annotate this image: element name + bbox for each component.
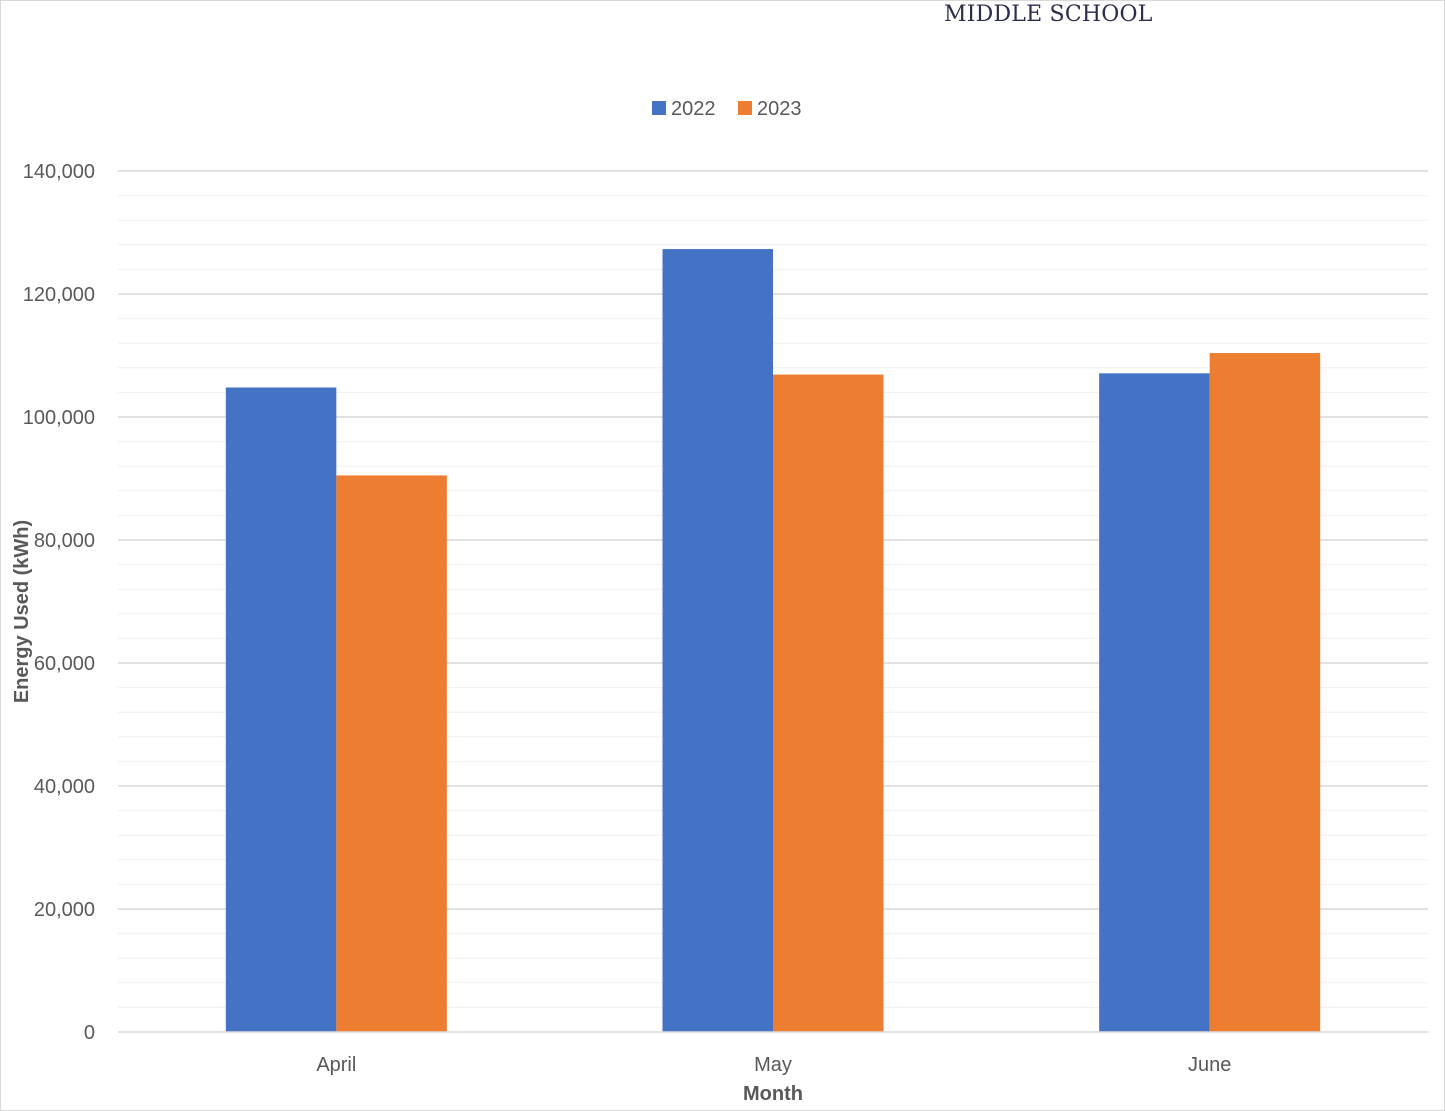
bar-2023-may [773,374,884,1032]
bar-2022-june [1099,373,1210,1033]
y-tick-label: 60,000 [34,653,95,675]
legend-swatch-2023 [738,101,752,115]
y-tick-label: 100,000 [23,407,95,429]
y-tick-label: 80,000 [34,530,95,552]
x-axis-tick-labels: April May June [316,1054,1231,1076]
y-tick-label: 0 [84,1022,95,1044]
bar-2023-june [1209,353,1321,1032]
y-tick-label: 140,000 [23,161,95,183]
legend-swatch-2022 [652,101,666,115]
legend-label-2023: 2023 [757,98,802,120]
y-axis-title: Energy Used (kWh) [11,520,33,703]
x-tick-label: April [316,1054,356,1076]
x-tick-label: May [754,1054,792,1076]
bar-2022-may [662,249,773,1033]
x-tick-label: June [1188,1054,1231,1076]
x-axis-title: Month [743,1083,803,1105]
y-tick-label: 20,000 [34,899,95,921]
y-axis-tick-labels: 0 20,000 40,000 60,000 80,000 100,000 120,000 1… [23,161,95,1044]
bar-2022-april [225,387,337,1033]
bars [225,249,1321,1033]
y-tick-label: 120,000 [23,284,95,306]
chart-title: MIDDLE SCHOOL [944,2,1153,27]
y-tick-label: 40,000 [34,776,95,798]
legend: 2022 2023 [652,98,802,120]
legend-label-2022: 2022 [671,98,716,120]
bar-2023-april [336,475,447,1032]
